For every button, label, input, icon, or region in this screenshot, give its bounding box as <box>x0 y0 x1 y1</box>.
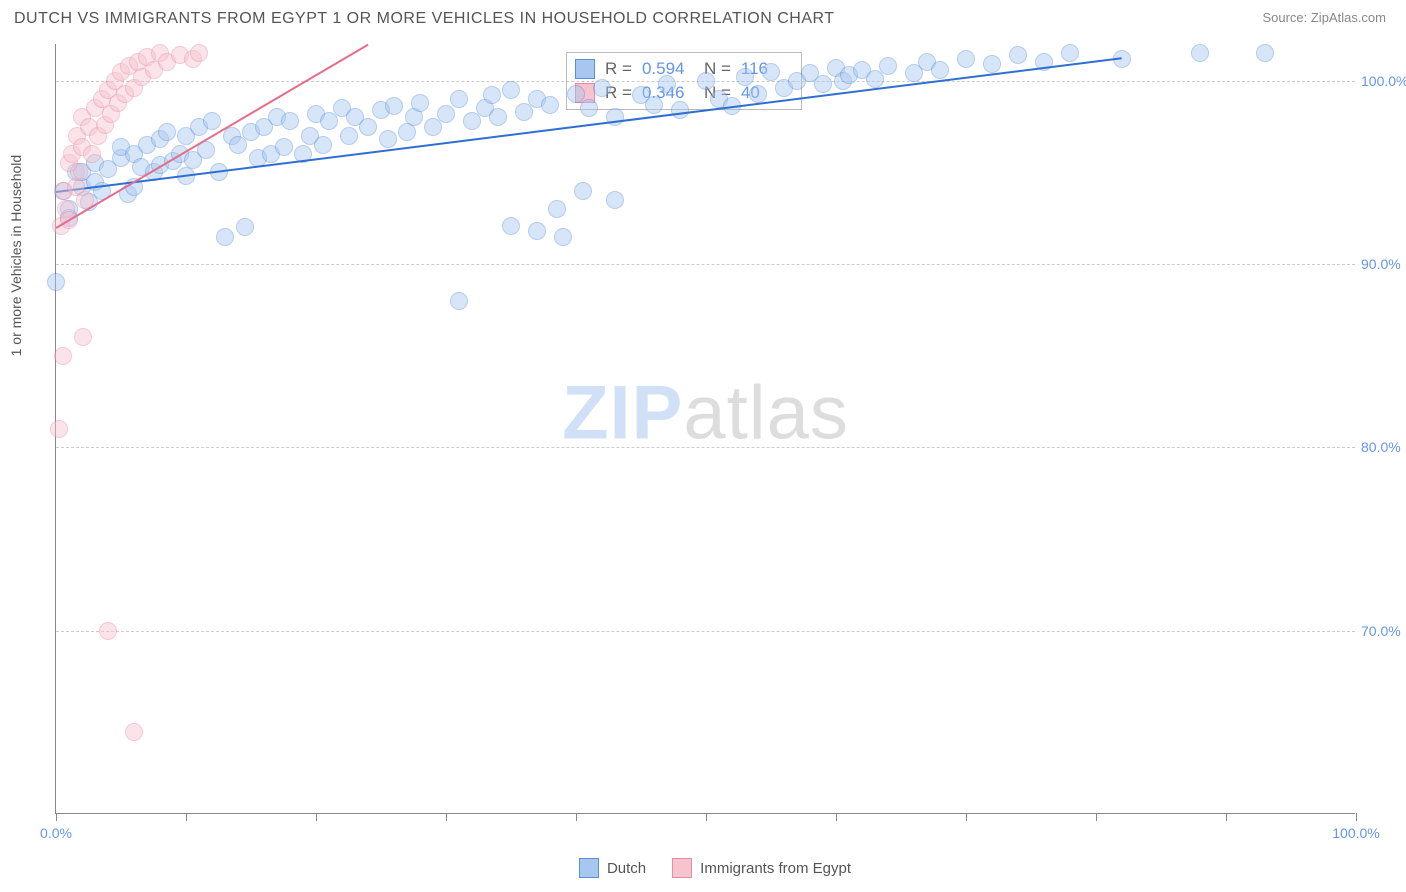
data-point <box>54 347 72 365</box>
data-point <box>762 63 780 81</box>
data-point <box>580 99 598 117</box>
data-point <box>275 138 293 156</box>
gridline-horizontal <box>56 264 1355 265</box>
data-point <box>814 75 832 93</box>
data-point <box>50 420 68 438</box>
data-point <box>957 50 975 68</box>
data-point <box>671 101 689 119</box>
data-point <box>548 200 566 218</box>
data-point <box>697 72 715 90</box>
scatter-chart: 1 or more Vehicles in Household ZIPatlas… <box>55 44 1375 834</box>
x-tick <box>446 813 447 821</box>
data-point <box>606 191 624 209</box>
legend: Dutch Immigrants from Egypt <box>579 858 851 878</box>
y-tick-label: 70.0% <box>1361 623 1406 639</box>
data-point <box>1009 46 1027 64</box>
data-point <box>528 222 546 240</box>
gridline-horizontal <box>56 447 1355 448</box>
y-tick-label: 80.0% <box>1361 439 1406 455</box>
data-point <box>385 97 403 115</box>
data-point <box>574 182 592 200</box>
data-point <box>47 273 65 291</box>
data-point <box>236 218 254 236</box>
x-tick <box>966 813 967 821</box>
data-point <box>411 94 429 112</box>
legend-label: Dutch <box>607 860 646 877</box>
data-point <box>502 81 520 99</box>
data-point <box>379 130 397 148</box>
source-attribution: Source: ZipAtlas.com <box>1262 10 1386 25</box>
data-point <box>203 112 221 130</box>
x-tick-label: 0.0% <box>40 825 72 841</box>
legend-label: Immigrants from Egypt <box>700 860 851 877</box>
legend-item: Dutch <box>579 858 646 878</box>
data-point <box>541 96 559 114</box>
data-point <box>489 108 507 126</box>
gridline-horizontal <box>56 631 1355 632</box>
data-point <box>1061 44 1079 62</box>
data-point <box>99 622 117 640</box>
data-point <box>74 328 92 346</box>
data-point <box>450 90 468 108</box>
data-point <box>158 123 176 141</box>
data-point <box>593 79 611 97</box>
data-point <box>502 217 520 235</box>
x-tick <box>706 813 707 821</box>
x-tick-label: 100.0% <box>1332 825 1379 841</box>
legend-item: Immigrants from Egypt <box>672 858 851 878</box>
plot-area: 1 or more Vehicles in Household ZIPatlas… <box>55 44 1355 814</box>
chart-title: DUTCH VS IMMIGRANTS FROM EGYPT 1 OR MORE… <box>14 10 835 28</box>
x-tick <box>316 813 317 821</box>
data-point <box>83 145 101 163</box>
y-tick-label: 100.0% <box>1361 73 1406 89</box>
y-tick-label: 90.0% <box>1361 256 1406 272</box>
data-point <box>125 723 143 741</box>
data-point <box>70 163 88 181</box>
y-axis-label: 1 or more Vehicles in Household <box>8 154 24 356</box>
data-point <box>281 112 299 130</box>
x-tick <box>1096 813 1097 821</box>
data-point <box>554 228 572 246</box>
data-point <box>658 75 676 93</box>
data-point <box>1256 44 1274 62</box>
data-point <box>340 127 358 145</box>
data-point <box>437 105 455 123</box>
stats-row: R =0.594N =116 <box>575 57 793 81</box>
data-point <box>645 96 663 114</box>
x-tick <box>1356 813 1357 821</box>
data-point <box>450 292 468 310</box>
data-point <box>190 44 208 62</box>
series-swatch <box>575 59 595 79</box>
data-point <box>216 228 234 246</box>
data-point <box>879 57 897 75</box>
watermark-logo: ZIPatlas <box>562 370 849 457</box>
x-tick <box>576 813 577 821</box>
data-point <box>359 118 377 136</box>
data-point <box>1191 44 1209 62</box>
data-point <box>983 55 1001 73</box>
data-point <box>736 68 754 86</box>
r-label: R = <box>605 59 632 79</box>
data-point <box>749 85 767 103</box>
data-point <box>314 136 332 154</box>
x-tick <box>1226 813 1227 821</box>
x-tick <box>836 813 837 821</box>
data-point <box>606 108 624 126</box>
data-point <box>567 85 585 103</box>
data-point <box>931 61 949 79</box>
x-tick <box>56 813 57 821</box>
x-tick <box>186 813 187 821</box>
legend-swatch <box>672 858 692 878</box>
data-point <box>483 86 501 104</box>
legend-swatch <box>579 858 599 878</box>
